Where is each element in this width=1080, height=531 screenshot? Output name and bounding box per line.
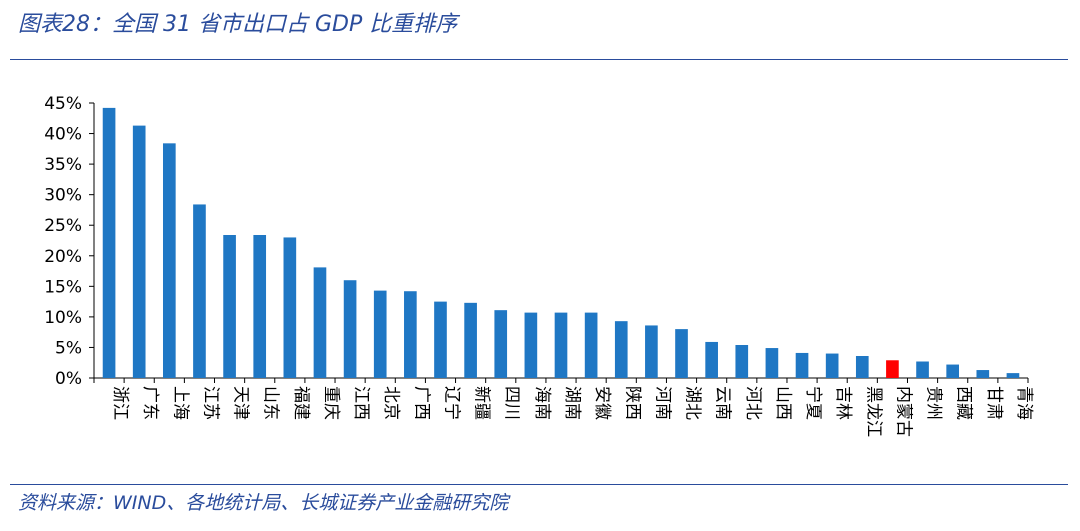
category-label: 广西 — [411, 386, 431, 420]
category-label: 黑龙江 — [863, 386, 883, 437]
bar — [102, 107, 116, 378]
category-label: 陕西 — [622, 386, 642, 420]
category-label: 贵州 — [924, 386, 944, 420]
bar — [162, 143, 176, 378]
category-label: 青海 — [1014, 386, 1034, 420]
bar — [193, 204, 206, 378]
bar — [916, 361, 929, 378]
category-label: 北京 — [381, 386, 401, 420]
y-tick-label: 20% — [44, 247, 82, 267]
bar — [1006, 373, 1020, 378]
y-tick-label: 30% — [44, 186, 82, 206]
bar — [795, 352, 809, 378]
bar — [404, 291, 417, 378]
category-label: 福建 — [291, 386, 311, 420]
bar — [343, 280, 357, 378]
y-tick-label: 45% — [44, 94, 82, 114]
category-label: 湖北 — [683, 386, 703, 420]
category-label: 江苏 — [200, 386, 220, 420]
category-label: 云南 — [713, 386, 733, 420]
category-label: 西藏 — [954, 386, 974, 420]
category-label: 河北 — [743, 386, 763, 420]
bar — [825, 353, 839, 378]
category-label: 吉林 — [833, 386, 853, 420]
category-label: 湖南 — [562, 386, 582, 420]
bar — [584, 312, 598, 378]
y-tick-label: 25% — [44, 216, 82, 236]
category-label: 海南 — [532, 386, 552, 420]
category-label: 山西 — [773, 386, 793, 420]
bar — [946, 364, 960, 378]
top-divider — [10, 59, 1068, 60]
bar — [494, 310, 508, 378]
chart-title: 图表28：全国 31 省市出口占 GDP 比重排序 — [18, 12, 458, 37]
bar — [464, 302, 477, 378]
category-label: 甘肃 — [984, 386, 1004, 420]
y-tick-label: 0% — [55, 369, 82, 389]
category-label: 安徽 — [592, 386, 612, 420]
bar — [554, 312, 568, 378]
category-label: 内蒙古 — [893, 386, 913, 437]
bar — [675, 329, 688, 378]
y-tick-label: 40% — [44, 125, 82, 145]
bar — [765, 348, 779, 378]
bar — [223, 235, 236, 378]
bar — [313, 267, 327, 378]
y-tick-label: 35% — [44, 155, 82, 175]
source-note: 资料来源：WIND、各地统计局、长城证券产业金融研究院 — [18, 492, 509, 514]
bar-chart: 0% 5% 10% 15% 20% 25% 30% 35% 40% 45% 浙江 广东 上海 江苏 天津 山东… — [44, 94, 1034, 437]
category-label: 河南 — [652, 386, 672, 420]
bar — [886, 360, 899, 378]
category-label: 宁夏 — [803, 386, 823, 420]
bar — [434, 301, 447, 378]
category-label: 浙江 — [110, 386, 130, 420]
bar — [253, 235, 267, 378]
bar — [705, 341, 718, 378]
category-label: 上海 — [170, 386, 190, 420]
category-label: 广东 — [140, 386, 160, 420]
y-tick-label: 15% — [44, 277, 82, 297]
bar — [645, 325, 658, 378]
y-tick-label: 10% — [44, 308, 82, 328]
bar — [373, 290, 387, 378]
bar — [735, 345, 749, 378]
category-label: 江西 — [351, 386, 371, 420]
category-label: 重庆 — [321, 386, 341, 420]
category-label: 辽宁 — [441, 386, 461, 420]
bar — [976, 370, 990, 378]
y-tick-label: 5% — [55, 338, 82, 358]
plot-area: 0% 5% 10% 15% 20% 25% 30% 35% 40% 45% 浙江 广东 上海 江苏 天津 山东… — [44, 94, 1034, 437]
bar — [283, 237, 297, 378]
category-label: 四川 — [502, 386, 522, 420]
bar — [132, 125, 146, 378]
category-label: 山东 — [261, 386, 281, 420]
bottom-divider — [10, 484, 1068, 485]
category-label: 天津 — [231, 386, 251, 420]
bar — [855, 356, 869, 378]
category-label: 新疆 — [472, 386, 492, 420]
bar — [614, 321, 628, 378]
bar — [524, 312, 538, 378]
